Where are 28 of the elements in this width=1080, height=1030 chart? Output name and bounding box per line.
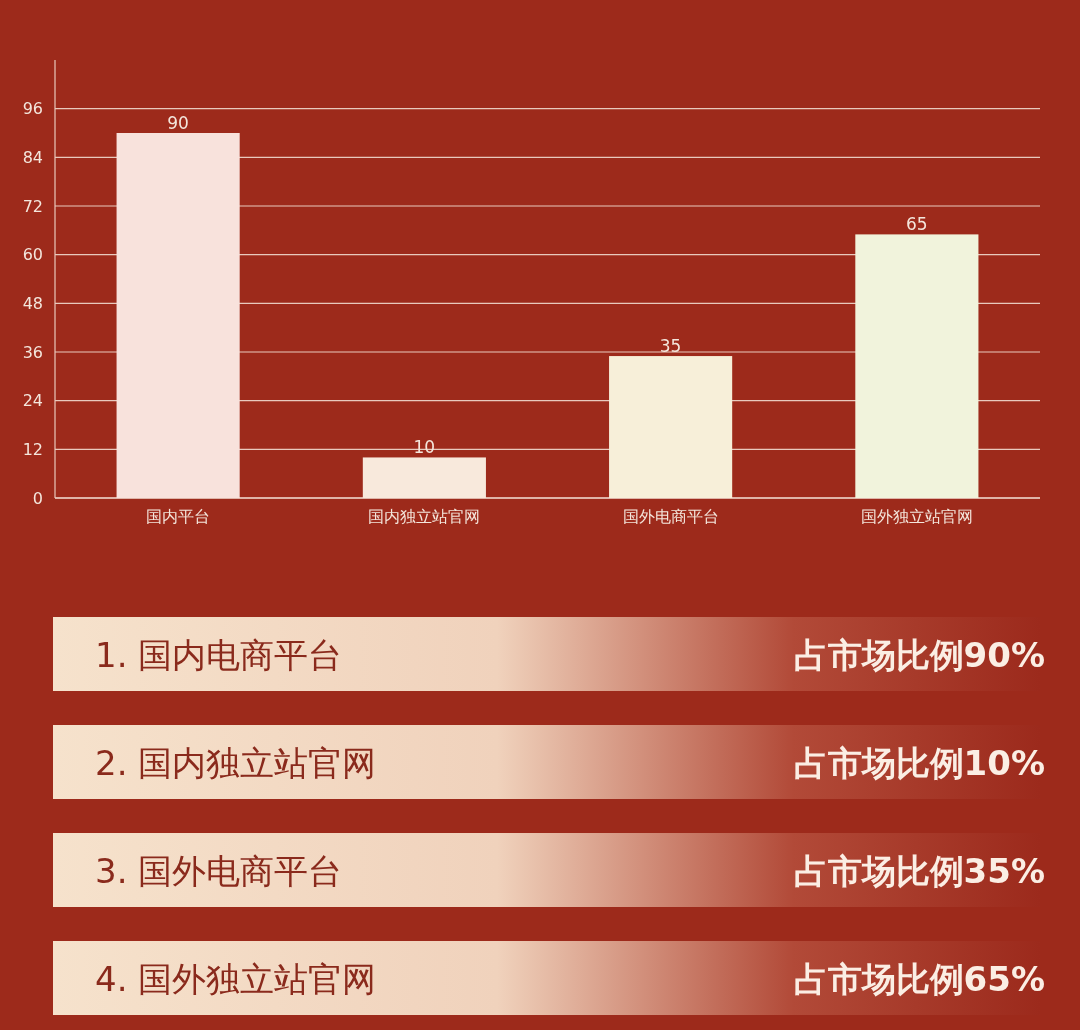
y-tick-label: 48 bbox=[22, 293, 43, 313]
x-tick-label: 国内平台 bbox=[146, 507, 211, 526]
text: 3. 国外电商平台 bbox=[95, 851, 343, 891]
y-tick-label: 60 bbox=[22, 245, 43, 265]
y-tick-label: 84 bbox=[22, 147, 43, 167]
text: 占市场比例10% bbox=[793, 743, 1045, 783]
data-label: 65 bbox=[906, 214, 928, 235]
y-tick-label: 24 bbox=[22, 391, 43, 411]
text: 占市场比例90% bbox=[793, 635, 1045, 675]
text: 1. 国内电商平台 bbox=[95, 635, 343, 675]
data-label: 90 bbox=[167, 113, 189, 133]
text: 2. 国内独立站官网 bbox=[95, 743, 377, 783]
x-tick-label: 国外电商平台 bbox=[622, 507, 719, 526]
bar bbox=[609, 356, 733, 498]
x-tick-label: 国内独立站官网 bbox=[368, 507, 481, 526]
x-tick-label: 国外独立站官网 bbox=[860, 507, 973, 526]
text: 占市场比例35% bbox=[793, 851, 1045, 891]
y-tick-label: 36 bbox=[22, 342, 43, 362]
y-tick-label: 72 bbox=[22, 196, 43, 216]
bar bbox=[116, 133, 240, 498]
text: 占市场比例65% bbox=[793, 959, 1045, 999]
bar bbox=[362, 457, 486, 498]
y-tick-label: 12 bbox=[22, 439, 43, 459]
bar bbox=[855, 234, 979, 498]
y-tick-label: 0 bbox=[32, 488, 43, 508]
data-label: 35 bbox=[659, 336, 682, 357]
y-tick-label: 96 bbox=[22, 99, 43, 119]
text: 4. 国外独立站官网 bbox=[95, 959, 377, 999]
